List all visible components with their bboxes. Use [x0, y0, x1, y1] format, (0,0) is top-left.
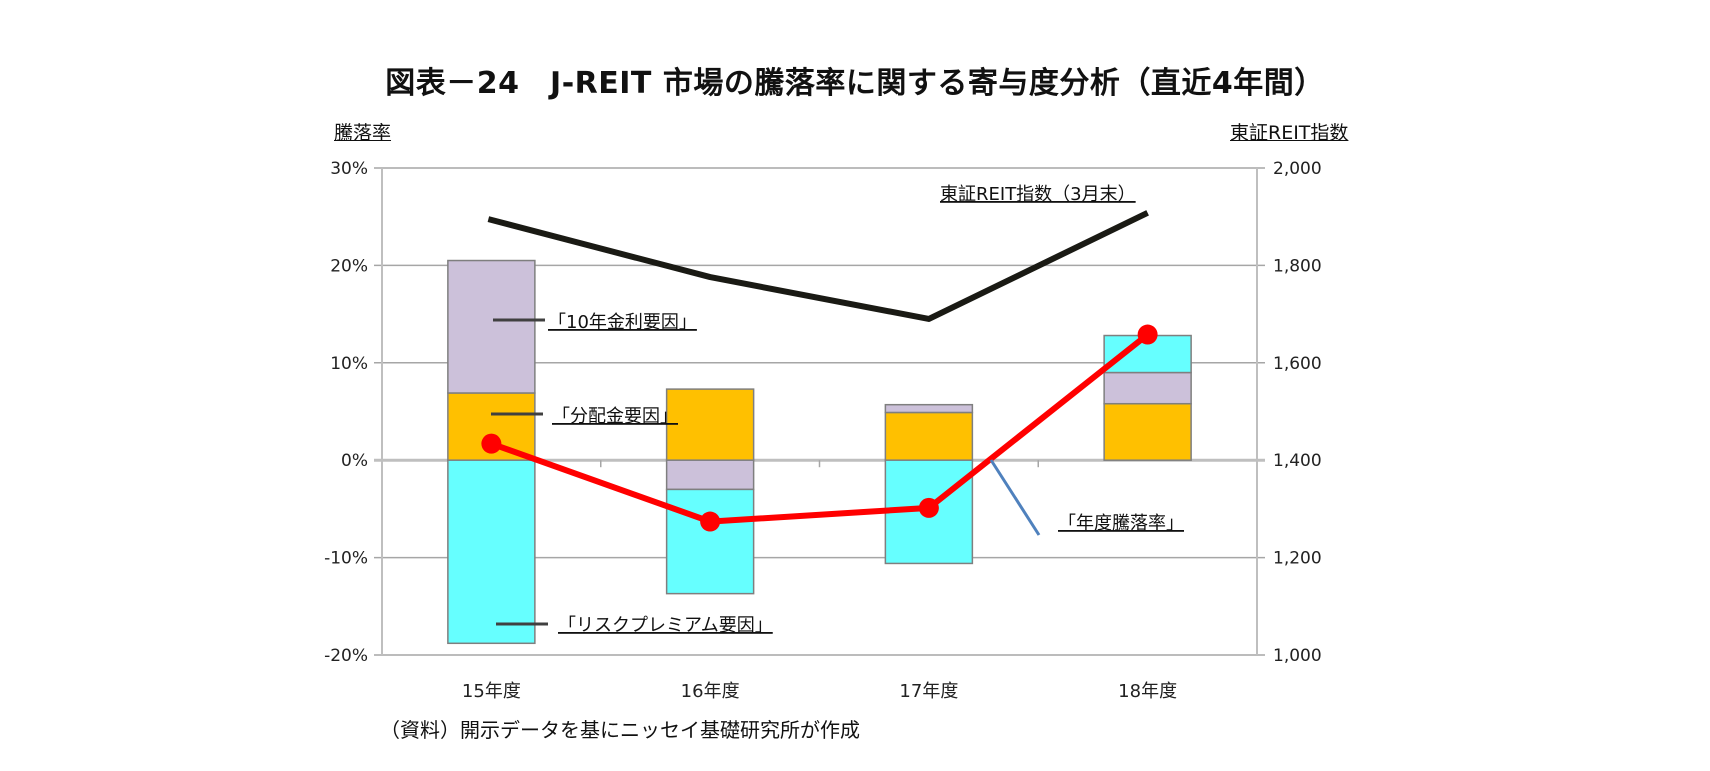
right-tick-label: 1,000	[1273, 646, 1322, 666]
bar-segment	[447, 259, 536, 394]
chart-title: 図表－24 J-REIT 市場の騰落率に関する寄与度分析（直近4年間）	[385, 66, 1325, 101]
bar-segment	[447, 459, 536, 645]
annual-change-line	[490, 332, 1150, 525]
category-label: 16年度	[681, 681, 740, 702]
right-tick-label: 1,800	[1273, 256, 1322, 276]
leader-line	[989, 459, 1041, 536]
bar-segment	[1103, 402, 1192, 461]
annotation-risk-premium-factor: 「リスクプレミアム要因」	[558, 615, 773, 636]
left-tick-label: 0%	[341, 451, 368, 471]
source-note: （資料）開示データを基にニッセイ基礎研究所が作成	[380, 718, 860, 742]
left-tick-label: 20%	[330, 256, 368, 276]
annual-change-marker	[918, 497, 939, 518]
category-label: 17年度	[899, 681, 958, 702]
annual-change-marker	[700, 511, 721, 532]
annual-change-marker	[481, 433, 502, 454]
annotation-rate-factor: 「10年金利要因」	[548, 312, 697, 333]
right-tick-label: 2,000	[1273, 159, 1322, 179]
bar-segment	[665, 459, 755, 491]
bar-segment	[665, 388, 755, 461]
right-tick-label: 1,600	[1273, 354, 1322, 374]
annotation-reit-index: 東証REIT指数（3月末）	[940, 184, 1136, 205]
bar-segment	[1103, 371, 1192, 405]
category-label: 15年度	[462, 681, 521, 702]
bar-segment	[884, 411, 974, 461]
left-tick-label: 30%	[330, 159, 368, 179]
right-axis-title: 東証REIT指数	[1230, 122, 1349, 144]
reit-index-line	[487, 210, 1149, 322]
right-tick-label: 1,400	[1273, 451, 1322, 471]
annotation-dividend-factor: 「分配金要因」	[552, 406, 678, 427]
category-label: 18年度	[1118, 681, 1177, 702]
left-tick-label: 10%	[330, 354, 368, 374]
bar-segment	[665, 488, 755, 595]
left-tick-label: -20%	[324, 646, 368, 666]
annual-change-marker	[1137, 324, 1158, 345]
right-tick-label: 1,200	[1273, 549, 1322, 569]
bar-segment	[884, 403, 974, 414]
left-tick-label: -10%	[324, 549, 368, 569]
left-axis-title: 騰落率	[334, 122, 392, 144]
annotation-annual-change: 「年度騰落率」	[1058, 513, 1184, 534]
